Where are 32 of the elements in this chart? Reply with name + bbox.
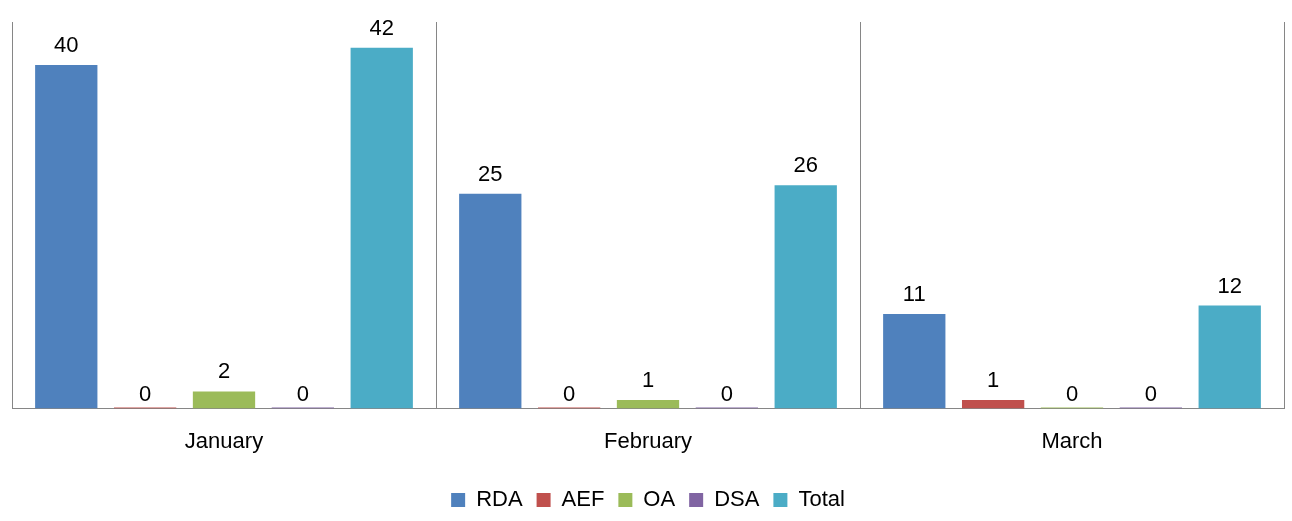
bar [1198,305,1261,409]
bar [35,64,98,409]
bar [616,400,680,409]
legend-label: AEF [561,486,605,512]
data-label: 0 [1144,380,1157,406]
data-label: 11 [902,281,926,307]
data-label: 0 [139,380,152,406]
data-label: 1 [987,367,1000,393]
x-tick-label: February [603,427,693,453]
data-label: 12 [1217,272,1242,298]
bar [774,185,837,409]
data-label: 42 [369,14,394,40]
data-label: 0 [1065,380,1079,406]
data-label: 0 [720,380,733,406]
bar [192,391,256,409]
bar [961,400,1025,409]
legend-label: DSA [714,486,760,512]
legend-label: Total [798,486,845,512]
x-tick-label: January [184,427,264,453]
bar [459,193,522,409]
bar [350,47,413,409]
data-label: 25 [478,160,503,186]
data-label: 26 [793,152,818,178]
x-tick-label: March [1041,427,1103,453]
data-label: 1 [641,367,655,393]
legend-label: OA [643,486,676,512]
data-label: 2 [217,358,231,384]
legend-label: RDA [476,486,523,512]
data-label: 0 [296,380,309,406]
data-label: 0 [563,380,576,406]
data-label: 40 [54,32,79,58]
bar [883,314,946,409]
